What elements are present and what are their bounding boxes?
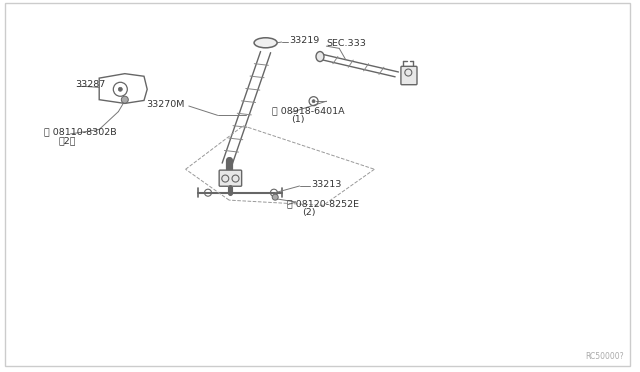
Circle shape — [312, 100, 315, 103]
Text: (2): (2) — [302, 208, 316, 217]
Text: （2）: （2） — [59, 136, 76, 145]
Text: (1): (1) — [291, 115, 305, 124]
Ellipse shape — [254, 38, 277, 48]
FancyBboxPatch shape — [219, 170, 242, 186]
Text: 33213: 33213 — [312, 180, 342, 189]
Text: Ⓑ 08110-8302B: Ⓑ 08110-8302B — [44, 128, 116, 137]
Text: 33270M: 33270M — [146, 100, 184, 109]
Text: RC50000?: RC50000? — [586, 352, 624, 361]
Ellipse shape — [316, 52, 324, 61]
Text: 33219: 33219 — [289, 36, 319, 45]
FancyBboxPatch shape — [401, 66, 417, 85]
Text: 33287: 33287 — [76, 80, 106, 89]
Text: Ⓝ 08918-6401A: Ⓝ 08918-6401A — [272, 106, 344, 115]
Text: SEC.333: SEC.333 — [326, 39, 366, 48]
Circle shape — [118, 87, 122, 91]
Circle shape — [272, 194, 278, 200]
Text: Ⓑ 08120-8252E: Ⓑ 08120-8252E — [287, 199, 358, 208]
Circle shape — [122, 96, 128, 103]
